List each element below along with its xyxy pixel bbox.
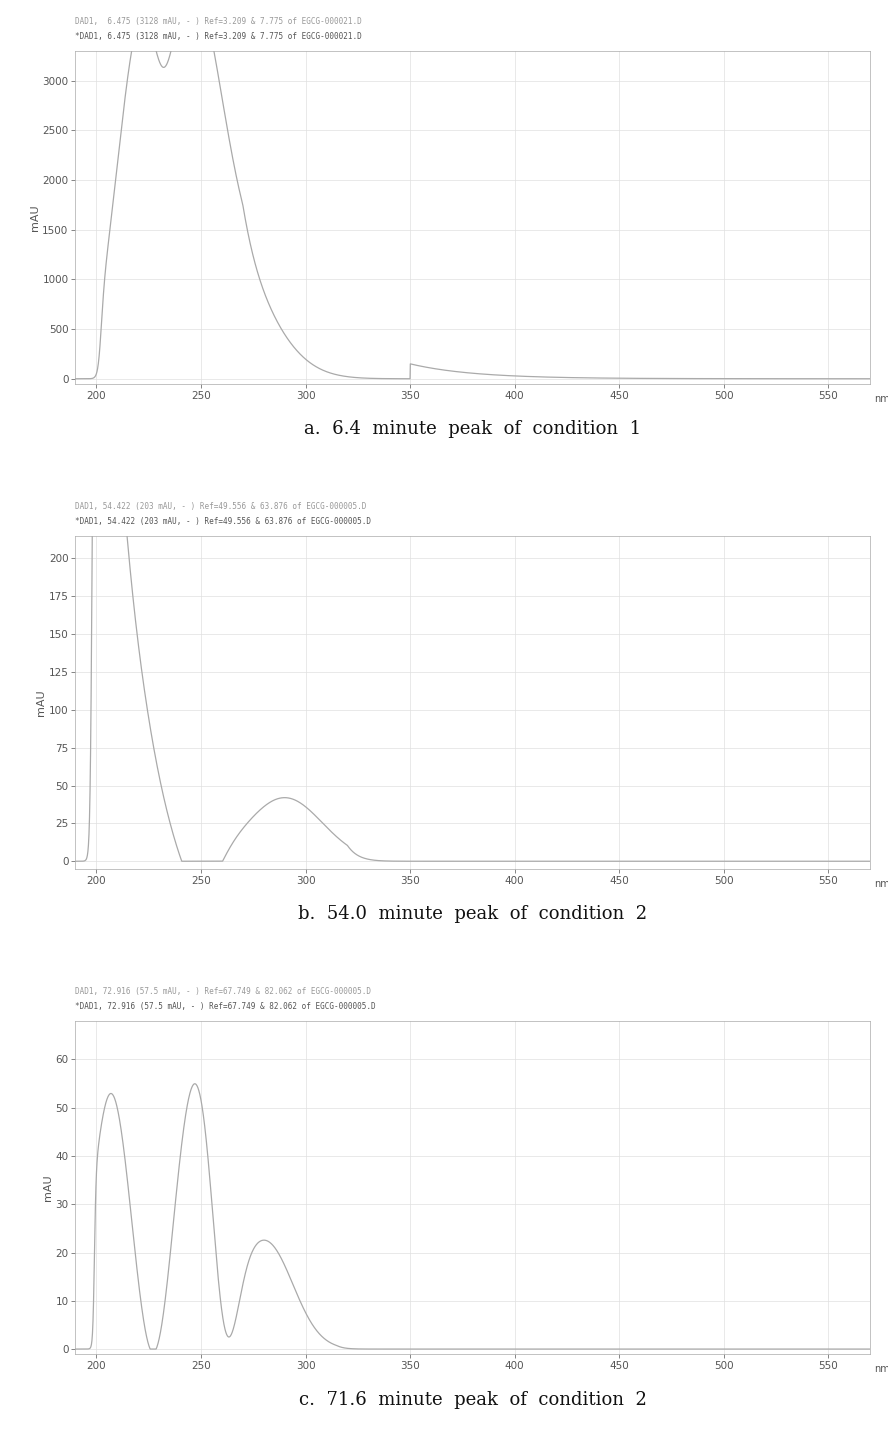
Text: *DAD1, 72.916 (57.5 mAU, - ) Ref=67.749 & 82.062 of EGCG-000005.D: *DAD1, 72.916 (57.5 mAU, - ) Ref=67.749 … — [75, 1002, 377, 1011]
Text: DAD1, 54.422 (203 mAU, - ) Ref=49.556 & 63.876 of EGCG-000005.D: DAD1, 54.422 (203 mAU, - ) Ref=49.556 & … — [75, 502, 367, 511]
Y-axis label: mAU: mAU — [36, 689, 46, 715]
Text: nm: nm — [874, 394, 888, 404]
Text: a.  6.4  minute  peak  of  condition  1: a. 6.4 minute peak of condition 1 — [305, 420, 641, 439]
Text: *DAD1, 54.422 (203 mAU, - ) Ref=49.556 & 63.876 of EGCG-000005.D: *DAD1, 54.422 (203 mAU, - ) Ref=49.556 &… — [75, 517, 371, 526]
Text: nm: nm — [874, 1364, 888, 1374]
Text: DAD1,  6.475 (3128 mAU, - ) Ref=3.209 & 7.775 of EGCG-000021.D: DAD1, 6.475 (3128 mAU, - ) Ref=3.209 & 7… — [75, 17, 362, 26]
Text: *DAD1, 6.475 (3128 mAU, - ) Ref=3.209 & 7.775 of EGCG-000021.D: *DAD1, 6.475 (3128 mAU, - ) Ref=3.209 & … — [75, 32, 362, 41]
Text: nm: nm — [874, 879, 888, 889]
Text: c.  71.6  minute  peak  of  condition  2: c. 71.6 minute peak of condition 2 — [299, 1390, 646, 1409]
Text: DAD1, 72.916 (57.5 mAU, - ) Ref=67.749 & 82.062 of EGCG-000005.D: DAD1, 72.916 (57.5 mAU, - ) Ref=67.749 &… — [75, 988, 371, 996]
Y-axis label: mAU: mAU — [43, 1174, 52, 1200]
Y-axis label: mAU: mAU — [29, 204, 39, 230]
Text: b.  54.0  minute  peak  of  condition  2: b. 54.0 minute peak of condition 2 — [298, 905, 647, 924]
